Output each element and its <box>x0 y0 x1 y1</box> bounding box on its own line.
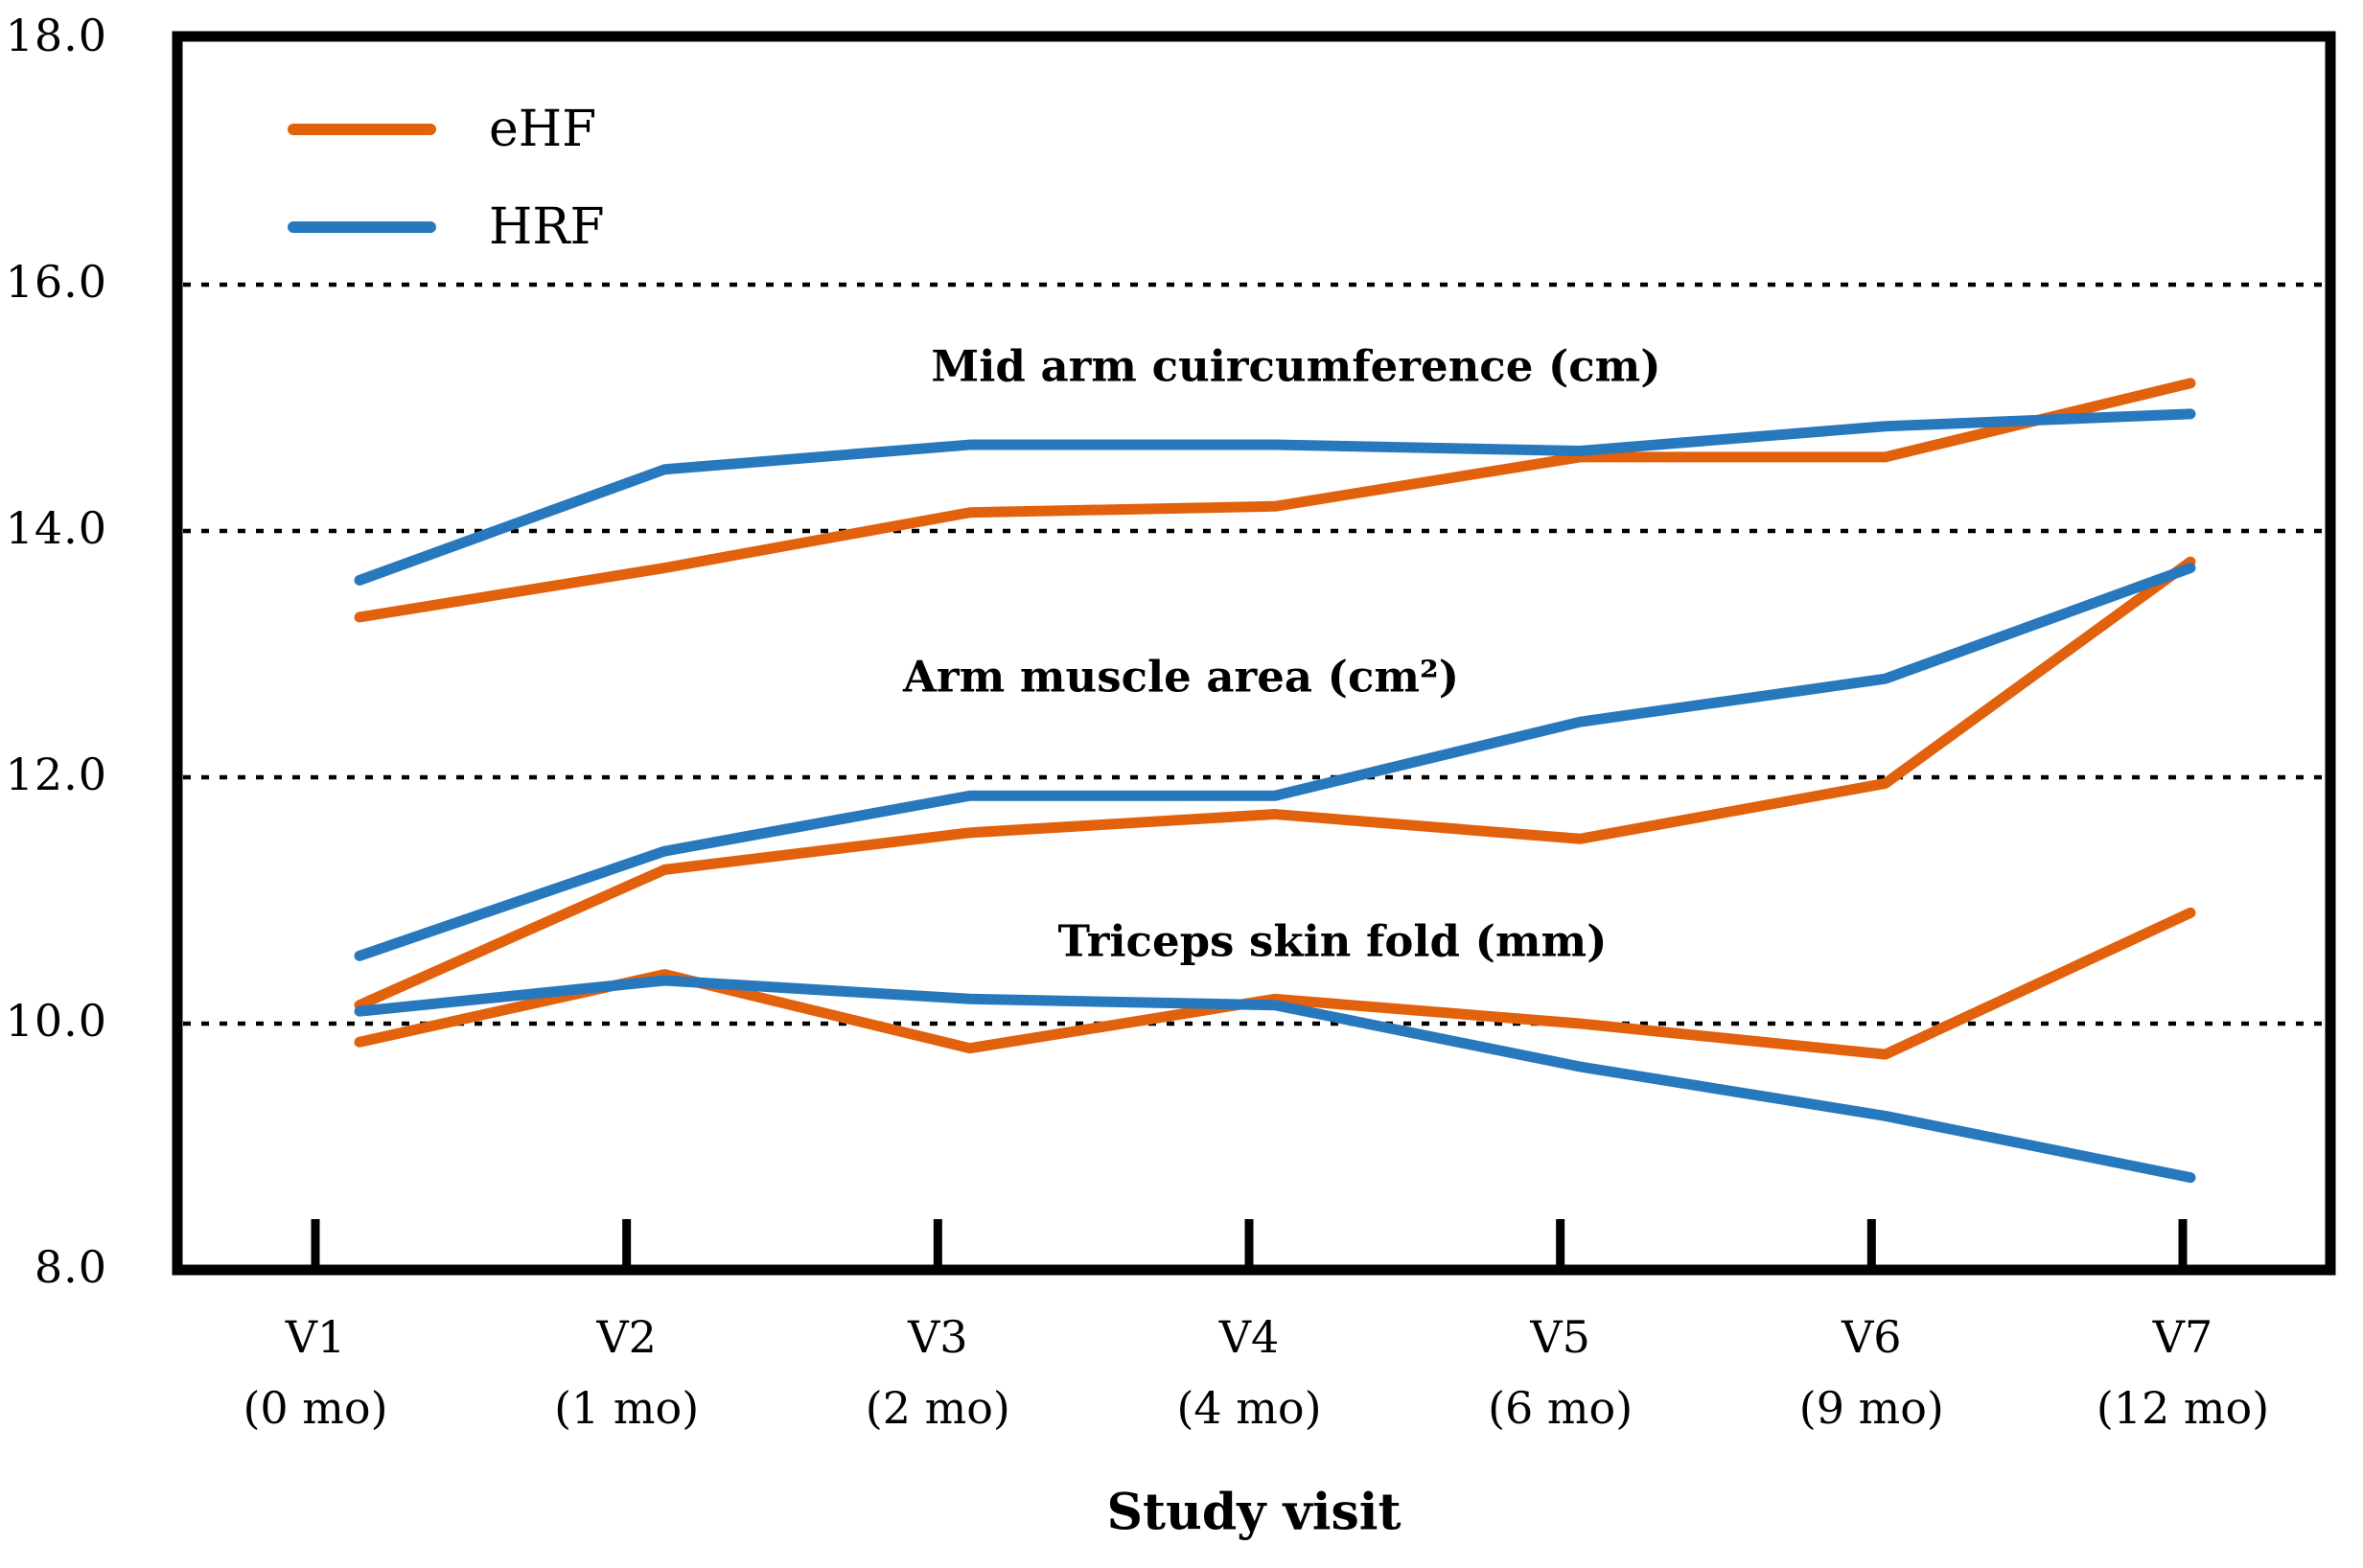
x-axis-label-v5: V5 (6 mo) <box>1488 1311 1633 1434</box>
series-line-hrf-group3 <box>354 975 2196 1184</box>
legend-row-hrf: HRF <box>288 198 605 256</box>
legend-swatch-hrf <box>288 221 436 233</box>
y-axis-tick-label-16.0: 16.0 <box>5 256 107 308</box>
legend-row-ehf: eHF <box>288 101 605 158</box>
group-label-mid-arm-circumference: Mid arm cuircumference (cm) <box>931 340 1661 392</box>
legend-swatch-ehf <box>288 124 436 135</box>
series-line-hrf-group2 <box>354 563 2196 961</box>
group-label-arm-muscle-area: Arm muscle area (cm²) <box>903 651 1459 703</box>
y-axis-tick-label-10.0: 10.0 <box>5 995 107 1047</box>
x-axis-label-v4: V4 (4 mo) <box>1176 1311 1322 1434</box>
x-axis-label-v6: V6 (9 mo) <box>1798 1311 1944 1434</box>
x-axis-label-v3: V3 (2 mo) <box>865 1311 1010 1434</box>
series-line-ehf-group2 <box>354 556 2196 1011</box>
y-axis-tick-label-14.0: 14.0 <box>5 502 107 554</box>
y-axis-tick-label-18.0: 18.0 <box>5 10 107 61</box>
group-label-triceps-skin-fold: Triceps skin fold (mm) <box>1057 915 1608 967</box>
plot-border <box>172 31 2336 1276</box>
y-axis-tick-label-12.0: 12.0 <box>5 749 107 800</box>
x-axis-label-v2: V2 (1 mo) <box>554 1311 700 1434</box>
legend-label-ehf: eHF <box>489 101 597 158</box>
legend-label-hrf: HRF <box>489 198 605 256</box>
x-axis-label-v7: V7 (12 mo) <box>2096 1311 2270 1434</box>
x-axis-label-v1: V1 (0 mo) <box>243 1311 388 1434</box>
series-line-hrf-group1 <box>354 408 2196 586</box>
series-line-ehf-group1 <box>354 378 2196 623</box>
series-line-ehf-group3 <box>354 907 2196 1060</box>
y-axis-tick-label-8.0: 8.0 <box>34 1241 107 1293</box>
x-axis-title: Study visit <box>1106 1483 1402 1542</box>
legend: eHF HRF <box>288 101 605 296</box>
